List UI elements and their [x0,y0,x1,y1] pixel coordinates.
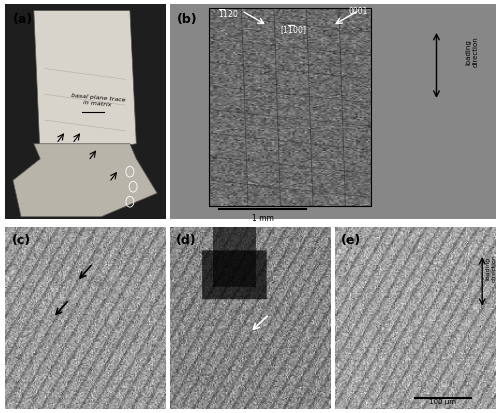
Text: (c): (c) [12,234,30,247]
Text: $\overline{1}$120: $\overline{1}$120 [218,7,239,20]
Text: loading
direction: loading direction [486,255,496,282]
Text: 0001: 0001 [349,7,368,17]
Polygon shape [34,11,136,159]
Text: (d): (d) [176,234,197,247]
Text: 100 μm: 100 μm [430,399,456,405]
Polygon shape [13,144,157,217]
Text: basal plane trace
in matrix: basal plane trace in matrix [70,93,126,108]
Text: (a): (a) [13,13,34,26]
Bar [209,8,372,206]
Text: [1$\overline{1}$00]: [1$\overline{1}$00] [280,24,307,37]
Text: (e): (e) [342,234,361,247]
Text: loading
direction: loading direction [466,37,478,67]
Text: 1 mm: 1 mm [252,214,274,223]
Text: (b): (b) [176,13,197,26]
